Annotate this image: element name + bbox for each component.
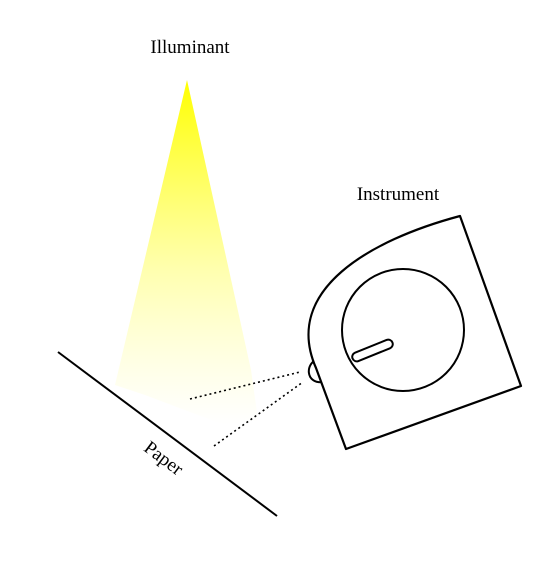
dial-pointer-icon — [351, 338, 394, 363]
measurement-ray-upper — [189, 371, 301, 400]
instrument-dial — [341, 268, 465, 392]
instrument-label: Instrument — [357, 184, 440, 205]
paper-line — [57, 351, 278, 517]
measurement-ray-lower — [213, 381, 304, 447]
illuminant-label: Illuminant — [150, 37, 230, 58]
illuminant-light-cone — [115, 80, 258, 425]
instrument-body — [307, 214, 523, 451]
